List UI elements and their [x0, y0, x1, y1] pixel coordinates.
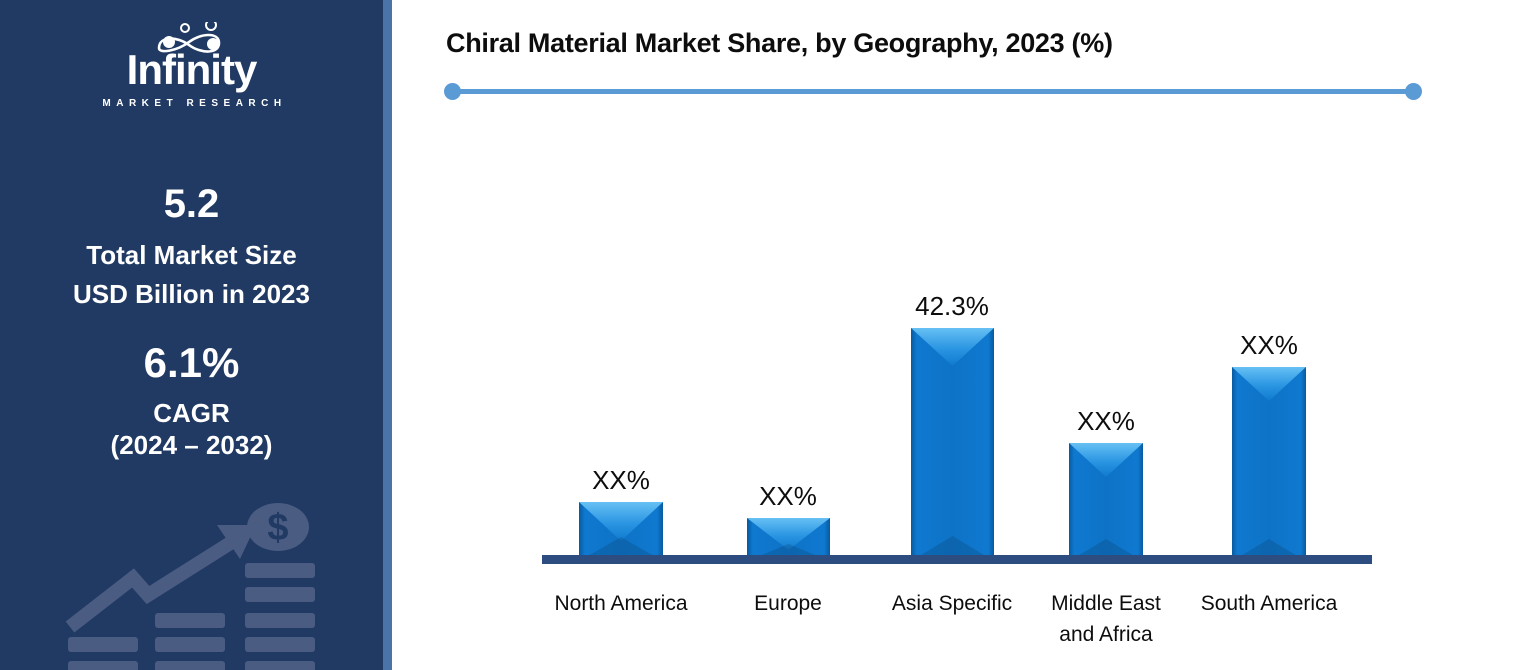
sidebar-accent-border [383, 0, 392, 670]
market-size-label-line2: USD Billion in 2023 [73, 279, 310, 309]
infinity-icon [157, 22, 220, 53]
title-divider [452, 89, 1413, 94]
brand-name: Infinity [126, 46, 258, 93]
brand-tagline: MARKET RESEARCH [102, 98, 287, 109]
cagr-value: 6.1% [143, 339, 240, 386]
chart-title: Chiral Material Market Share, by Geograp… [446, 28, 1113, 58]
bar-middle-east-and-africa [1069, 443, 1143, 561]
bar-south-america [1232, 367, 1306, 561]
value-label-south-america: XX% [1240, 330, 1298, 360]
bar-plot: XX% North America XX% Europe 42.3% Asia Speci… [542, 291, 1372, 646]
category-label-middle-east-and-africa: Middle East and Africa [1051, 592, 1161, 646]
sidebar: Infinity MARKET RESEARCH 5.2 Total Marke… [0, 0, 383, 670]
market-size-value: 5.2 [163, 182, 220, 226]
cagr-period: (2024 – 2032) [110, 430, 273, 460]
market-size-label-line1: Total Market Size [86, 240, 297, 270]
cagr-label: CAGR [153, 398, 230, 428]
brand-logo: Infinity MARKET RESEARCH [0, 22, 383, 122]
divider-right-dot [1405, 83, 1422, 100]
bar-north-america [579, 502, 663, 561]
bar-asia-specific [911, 328, 994, 561]
growth-arrow-icon: $ [65, 503, 315, 670]
category-label-europe: Europe [754, 592, 822, 615]
category-label-south-america: South America [1200, 592, 1338, 615]
value-label-middle-east-and-africa: XX% [1077, 406, 1135, 436]
value-label-europe: XX% [759, 481, 817, 511]
dollar-coin-icon [247, 503, 309, 551]
value-label-north-america: XX% [592, 465, 650, 495]
category-label-asia-specific: Asia Specific [891, 592, 1013, 615]
value-label-asia-specific: 42.3% [915, 291, 989, 321]
brand-logo-inner: Infinity MARKET RESEARCH [87, 22, 297, 122]
x-axis-baseline [542, 555, 1372, 564]
category-label-north-america: North America [554, 592, 688, 615]
dollar-sign: $ [267, 507, 288, 549]
